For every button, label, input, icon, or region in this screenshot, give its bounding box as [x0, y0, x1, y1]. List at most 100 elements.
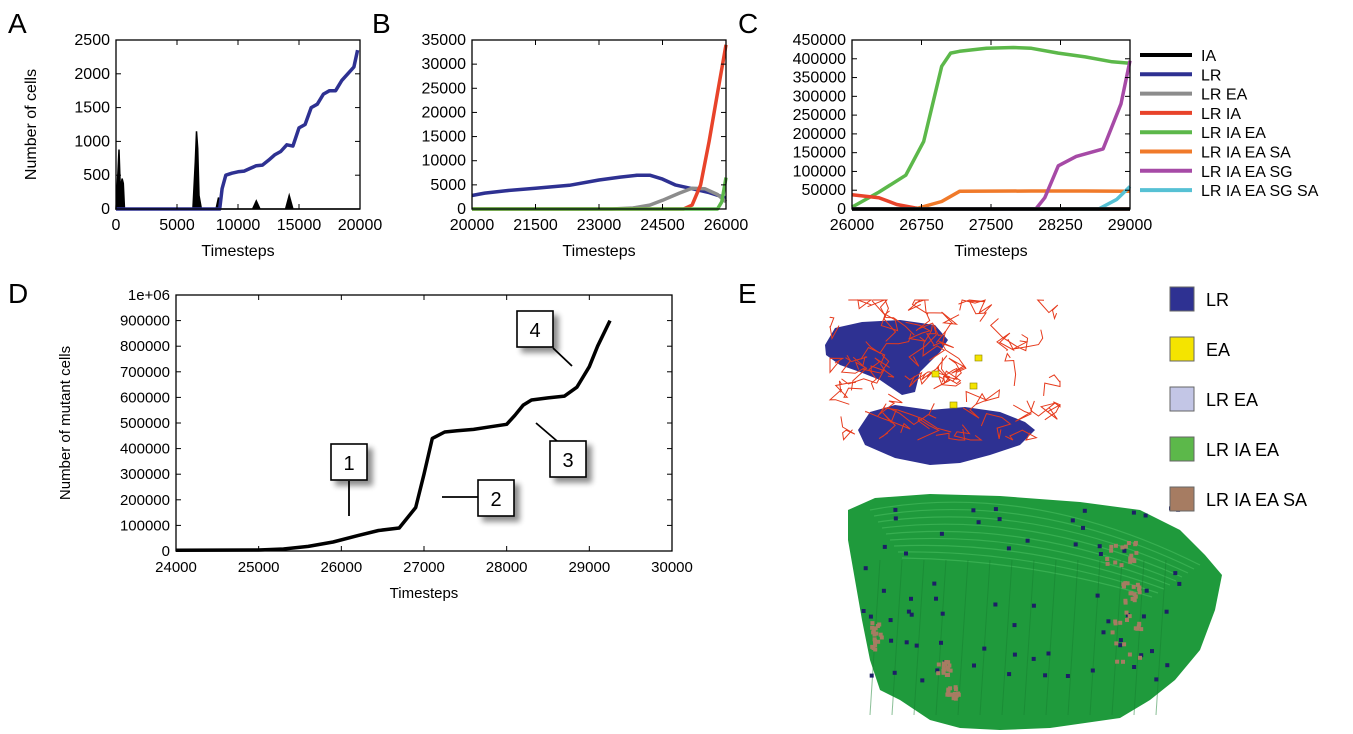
- lr-cell-dot: [939, 640, 943, 645]
- vessel-segment: [829, 316, 840, 341]
- vessel-segment: [1005, 429, 1038, 441]
- lr-cell-dot: [1143, 513, 1148, 518]
- chart-c: 26000 26750 27500 28250 29000 0 50000 100000150…: [793, 32, 1153, 260]
- lr-cell-dot: [1154, 677, 1159, 682]
- lr-cell-dot: [1065, 674, 1070, 678]
- sa-cell-patch: [870, 625, 875, 630]
- panel-letter-b: B: [372, 8, 391, 39]
- vessel-segment: [850, 354, 890, 391]
- lr-cluster-top: [825, 320, 948, 395]
- legend-e-label: LR: [1206, 290, 1229, 310]
- vessel-segment: [908, 324, 937, 367]
- sa-cell-patch: [952, 691, 957, 696]
- sa-cell-patch: [1113, 560, 1118, 565]
- x-tick-label: 20000: [450, 217, 495, 234]
- vessel-segment: [848, 299, 873, 310]
- ea-cell: [969, 382, 978, 390]
- lr-cell-dot: [904, 551, 908, 556]
- lr-cell-dot: [939, 531, 944, 536]
- vessel-segment: [962, 392, 987, 419]
- sa-cell-patch: [1105, 557, 1110, 561]
- y-tick-label: 800000: [120, 338, 170, 355]
- vessel-segment: [948, 357, 967, 382]
- sa-cell-patch: [953, 685, 958, 690]
- y-tick-label: 400000: [793, 51, 846, 68]
- sa-cell-patch: [1133, 594, 1138, 599]
- x-tick-label: 10000: [216, 217, 261, 234]
- sa-cell-patch: [941, 669, 946, 673]
- x-tick-label: 20000: [338, 217, 383, 234]
- vessel-segment: [941, 311, 960, 334]
- lr-cell-dot: [869, 673, 874, 678]
- sa-cell-patch: [871, 646, 876, 650]
- x-tick-label: 28250: [1038, 217, 1083, 234]
- mass-grid-line: [957, 559, 969, 716]
- lr-cell-dot: [1090, 668, 1095, 673]
- lr-cell-dot: [882, 544, 887, 549]
- vessel-segment: [907, 299, 925, 311]
- annotation-label-1: 1: [343, 453, 354, 475]
- panel-letter-e: E: [738, 278, 757, 309]
- vessel-segment: [958, 299, 988, 322]
- lr-cell-dot: [893, 507, 898, 512]
- vessel-segment: [1044, 401, 1062, 421]
- x-tick-label: 29000: [1108, 217, 1153, 234]
- vessel-segment: [872, 299, 915, 336]
- plot-frame: [175, 294, 673, 552]
- x-tick-label: 26750: [899, 217, 944, 234]
- sa-cell-patch: [1109, 548, 1114, 553]
- vessel-segment: [841, 365, 885, 385]
- sa-cell-patch: [1127, 652, 1132, 657]
- lr-cell-dot: [993, 507, 998, 512]
- sa-cell-patch: [1125, 581, 1130, 586]
- sa-cell-patch: [1113, 621, 1118, 626]
- legend-e-swatch: [1169, 386, 1195, 412]
- legend-c: IA LR LR EA LR IA LR IA EA LR IA EA SA LR IA E…: [1140, 48, 1319, 200]
- lr-cell-dot: [1098, 552, 1103, 556]
- lr-cell-dot: [904, 640, 909, 645]
- sa-cell-patch: [956, 691, 961, 696]
- legend-e-label: EA: [1206, 340, 1230, 360]
- sa-cell-patch: [1132, 592, 1137, 597]
- mass-contour: [889, 537, 1171, 586]
- legend-label: LR IA EA SA: [1201, 145, 1291, 162]
- y-tick-label: 200000: [120, 492, 170, 509]
- series-mutant: [175, 319, 612, 552]
- sa-cell-patch: [941, 661, 946, 666]
- lr-cell-dot: [893, 516, 898, 521]
- x-tick-label: 29000: [568, 559, 610, 576]
- legend-e-swatch: [1169, 286, 1195, 312]
- lr-cell-dot: [1165, 663, 1170, 668]
- legend-e: LR EA LR EA LR IA EA LR IA EA SA: [1169, 286, 1307, 512]
- series-lr-ia-ea-sg: [852, 60, 1132, 211]
- y-tick-label: 25000: [422, 80, 467, 97]
- sa-cell-patch: [1110, 630, 1115, 635]
- legend-e-swatch: [1169, 336, 1195, 362]
- sa-cell-patch: [1129, 553, 1134, 558]
- y-tick-label: 1000: [74, 133, 110, 150]
- sa-cell-patch: [946, 688, 951, 693]
- sa-cell-patch: [953, 694, 958, 699]
- x-tick-label: 24000: [155, 559, 197, 576]
- vessel-segment: [1012, 329, 1044, 350]
- mass-contour: [885, 530, 1177, 582]
- sa-cell-patch: [1137, 587, 1142, 592]
- x-axis-label: Timesteps: [390, 585, 459, 602]
- sa-cell-patch: [1114, 641, 1119, 646]
- lr-cell-dot: [1043, 673, 1048, 678]
- x-tick-label: 26000: [320, 559, 362, 576]
- vessel-segment: [933, 355, 951, 390]
- sa-cell-patch: [1123, 600, 1128, 605]
- lr-cell-dot: [932, 581, 937, 586]
- lr-cell-dot: [881, 588, 886, 593]
- lr-cell-dot: [972, 663, 976, 668]
- lr-cell-dot: [1070, 518, 1075, 523]
- vessel-segment: [860, 346, 895, 378]
- lr-cell-dot: [1132, 665, 1137, 669]
- sa-cell-patch: [1137, 590, 1142, 595]
- panel-letter-a: A: [8, 8, 27, 39]
- sa-cell-patch: [948, 686, 953, 691]
- mass-grid-line: [1089, 559, 1101, 716]
- sa-cell-patch: [1128, 591, 1133, 596]
- lr-cell-dot: [935, 668, 940, 673]
